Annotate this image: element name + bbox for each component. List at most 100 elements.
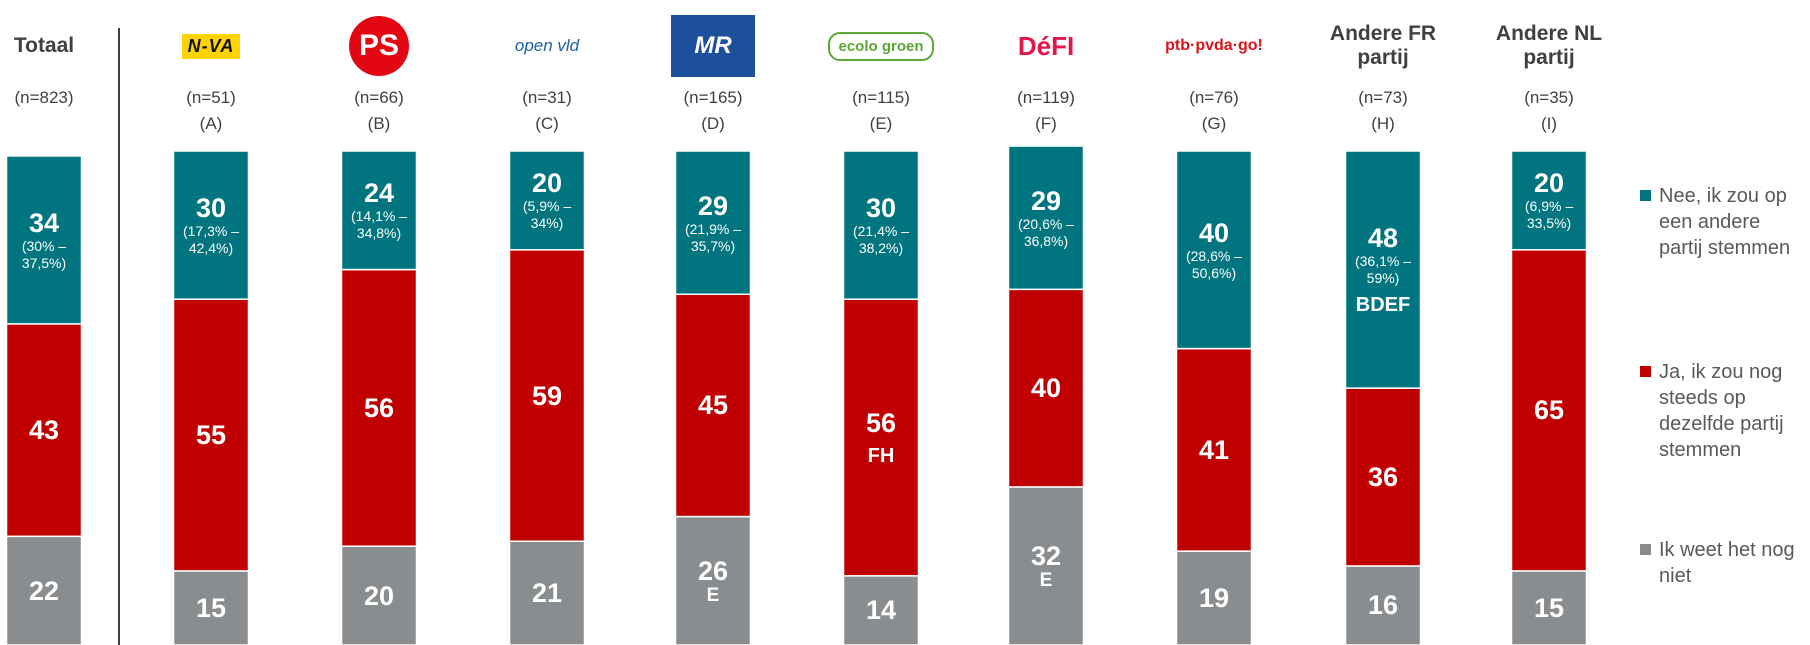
bar-segment xyxy=(1510,570,1588,645)
significance-label: FH xyxy=(867,444,895,467)
column-header: Andere NL partij xyxy=(1474,18,1624,74)
significance-label: BDEF xyxy=(1355,293,1411,316)
bar-segment xyxy=(1007,486,1085,645)
value-label: 56 xyxy=(865,407,897,438)
party-logo: N-VA xyxy=(181,33,241,59)
significance-label: E xyxy=(706,584,720,606)
interval-label: (30% – 37,5%) xyxy=(21,237,67,271)
bar-segment xyxy=(5,323,83,538)
segment-label: 30 (21,4% – 38,2%) xyxy=(844,151,919,299)
segment-label: 20 (6,9% – 33,5%) xyxy=(1512,151,1587,250)
bar-segment xyxy=(340,150,418,271)
value-label: 15 xyxy=(195,592,227,623)
bar-segment xyxy=(1344,565,1422,645)
column-header: Totaal xyxy=(0,18,119,74)
bar-segment xyxy=(508,540,586,645)
legend-label: Nee, ik zou op een andere partij stemmen xyxy=(1659,185,1791,259)
segment-label: 32 E xyxy=(1009,487,1084,645)
value-label: 65 xyxy=(1533,395,1565,426)
group-letter: (F) xyxy=(1035,114,1057,133)
segment-label: 24 (14,1% – 34,8%) xyxy=(342,151,417,270)
segment-label: 41 xyxy=(1177,349,1252,552)
value-label: 45 xyxy=(697,390,729,421)
segment-label: 56 xyxy=(342,270,417,547)
value-label: 30 xyxy=(865,193,897,224)
value-label: 34 xyxy=(28,207,60,238)
column-header: ptb·pvda·go! xyxy=(1139,18,1289,74)
party-logo: open vld xyxy=(514,36,580,55)
value-label: 21 xyxy=(531,578,563,609)
interval-label: (14,1% – 34,8%) xyxy=(350,208,408,242)
bar-segment xyxy=(5,535,83,645)
bar-segment xyxy=(5,155,83,325)
sample-size: (n=66) xyxy=(354,88,404,107)
segment-label: 56 FH xyxy=(844,299,919,576)
value-label: 20 xyxy=(1533,168,1565,199)
value-label: 40 xyxy=(1198,217,1230,248)
bar-segment xyxy=(1510,150,1588,251)
value-label: 55 xyxy=(195,420,227,451)
value-label: 20 xyxy=(531,168,563,199)
interval-label: (5,9% – 34%) xyxy=(522,198,572,232)
group-letter: (C) xyxy=(535,114,559,133)
segment-label: 29 (20,6% – 36,8%) xyxy=(1009,146,1084,289)
value-label: 40 xyxy=(1030,373,1062,404)
column-header: Andere FR partij xyxy=(1308,18,1458,74)
legend-swatch xyxy=(1640,190,1651,201)
column-title: Andere FR partij xyxy=(1329,22,1437,69)
segment-label: 16 xyxy=(1346,566,1421,645)
value-label: 43 xyxy=(28,415,60,446)
column-header: PS xyxy=(304,16,454,76)
party-logo: PS xyxy=(349,16,409,76)
bar-segment xyxy=(842,150,920,300)
segment-label: 22 xyxy=(7,536,82,645)
segment-label: 36 xyxy=(1346,388,1421,566)
column-title: Totaal xyxy=(13,34,75,57)
column-header: MR xyxy=(638,15,788,77)
value-label: 41 xyxy=(1198,434,1230,465)
segment-label: 34 (30% – 37,5%) xyxy=(7,156,82,324)
segment-label: 14 xyxy=(844,576,919,645)
group-letter: (G) xyxy=(1201,114,1227,133)
interval-label: (6,9% – 33,5%) xyxy=(1524,198,1574,232)
bar-segment xyxy=(1344,150,1422,389)
sample-size: (n=51) xyxy=(186,88,236,107)
segment-label: 40 (28,6% – 50,6%) xyxy=(1177,151,1252,349)
segment-label: 55 xyxy=(174,299,249,571)
bar-segment xyxy=(674,515,752,645)
bar-segment xyxy=(508,150,586,251)
group-letter: (I) xyxy=(1540,114,1558,133)
column-header: DéFI xyxy=(971,18,1121,74)
segment-label: 30 (17,3% – 42,4%) xyxy=(174,151,249,299)
segment-label: 26 E xyxy=(676,517,751,645)
group-letter: (B) xyxy=(367,114,391,133)
sample-size: (n=35) xyxy=(1524,88,1574,107)
sample-size: (n=823) xyxy=(14,88,74,107)
value-label: 24 xyxy=(363,178,395,209)
interval-label: (21,4% – 38,2%) xyxy=(852,223,910,257)
interval-label: (21,9% – 35,7%) xyxy=(684,220,742,254)
group-letter: (A) xyxy=(199,114,223,133)
column-title: Andere NL partij xyxy=(1495,22,1603,69)
segment-label: 20 xyxy=(342,546,417,645)
value-label: 32 xyxy=(1030,540,1062,571)
party-logo: ecolo groen xyxy=(828,31,934,61)
sample-size: (n=115) xyxy=(852,88,910,107)
segment-label: 45 xyxy=(676,294,751,516)
value-label: 48 xyxy=(1367,222,1399,253)
sample-size: (n=119) xyxy=(1017,88,1075,107)
bar-segment xyxy=(1344,387,1422,567)
segment-label: 59 xyxy=(510,250,585,541)
segment-label: 15 xyxy=(1512,571,1587,645)
bar-segment xyxy=(842,298,920,577)
interval-label: (20,6% – 36,8%) xyxy=(1017,215,1075,249)
group-letter: (D) xyxy=(701,114,725,133)
interval-label: (36,1% – 59%) xyxy=(1354,252,1412,286)
value-label: 16 xyxy=(1367,590,1399,621)
segment-label: 43 xyxy=(7,324,82,536)
sample-size: (n=165) xyxy=(683,88,743,107)
group-letter: (E) xyxy=(869,114,893,133)
column-header: N-VA xyxy=(136,18,286,74)
value-label: 26 xyxy=(697,555,729,586)
